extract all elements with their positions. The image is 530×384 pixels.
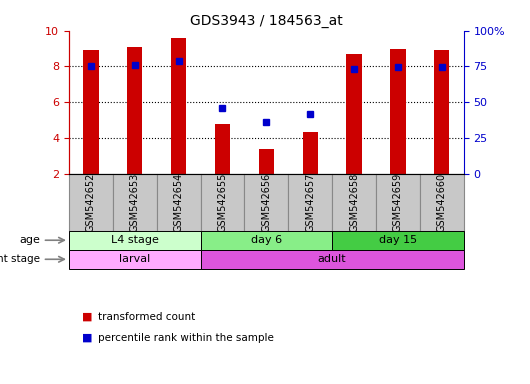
Text: percentile rank within the sample: percentile rank within the sample (98, 333, 274, 343)
Text: development stage: development stage (0, 254, 40, 264)
Bar (259, 149, 274, 174)
Text: GSM542660: GSM542660 (437, 172, 447, 232)
Bar (113, 174, 157, 231)
Text: GSM542657: GSM542657 (305, 172, 315, 232)
Bar (420, 174, 464, 231)
Bar (200, 231, 332, 250)
Bar (347, 54, 362, 174)
Text: GSM542654: GSM542654 (174, 172, 183, 232)
Bar (288, 174, 332, 231)
Text: L4 stage: L4 stage (111, 235, 158, 245)
Bar (332, 174, 376, 231)
Text: ■: ■ (82, 312, 93, 322)
Bar (157, 174, 200, 231)
Bar (303, 132, 318, 174)
Bar (390, 48, 405, 174)
Text: GSM542656: GSM542656 (261, 172, 271, 232)
Text: GSM542655: GSM542655 (217, 172, 227, 232)
Text: larval: larval (119, 254, 151, 264)
Bar (171, 38, 186, 174)
Bar (244, 174, 288, 231)
Text: day 6: day 6 (251, 235, 282, 245)
Bar (200, 250, 464, 269)
Text: GSM542659: GSM542659 (393, 172, 403, 232)
Text: day 15: day 15 (379, 235, 417, 245)
Text: transformed count: transformed count (98, 312, 195, 322)
Text: GSM542652: GSM542652 (86, 172, 96, 232)
Text: adult: adult (318, 254, 347, 264)
Text: GSM542653: GSM542653 (130, 172, 140, 232)
Bar (69, 231, 200, 250)
Bar (127, 47, 143, 174)
Title: GDS3943 / 184563_at: GDS3943 / 184563_at (190, 14, 343, 28)
Text: GSM542658: GSM542658 (349, 172, 359, 232)
Bar (69, 174, 113, 231)
Bar (434, 50, 449, 174)
Bar (215, 124, 230, 174)
Bar (376, 174, 420, 231)
Bar (200, 174, 244, 231)
Text: ■: ■ (82, 333, 93, 343)
Bar (83, 50, 99, 174)
Bar (332, 231, 464, 250)
Text: age: age (20, 235, 40, 245)
Bar (69, 250, 200, 269)
